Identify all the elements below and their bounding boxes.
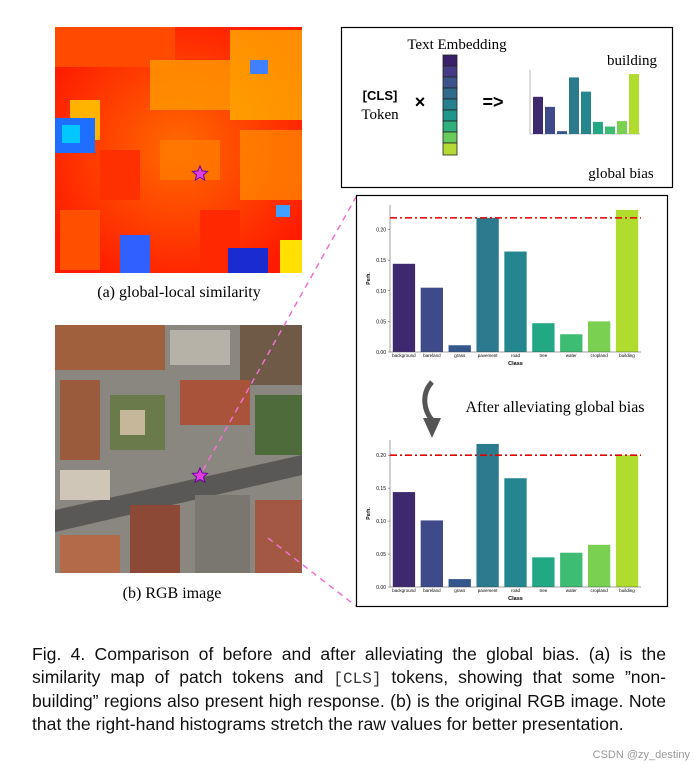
bar bbox=[448, 345, 471, 352]
down-arrow-head bbox=[423, 418, 441, 438]
cls-label: [CLS] bbox=[363, 88, 398, 103]
chart-box bbox=[355, 194, 669, 608]
bar bbox=[532, 323, 555, 352]
mini-bar bbox=[569, 77, 579, 134]
x-tick-label: road bbox=[511, 588, 521, 593]
x-tick-label: pavement bbox=[478, 588, 499, 593]
y-tick-label: 0.15 bbox=[376, 486, 386, 492]
x-tick-label: water bbox=[566, 588, 578, 593]
y-tick-label: 0.10 bbox=[376, 519, 386, 525]
rgb-image bbox=[55, 325, 302, 573]
bar bbox=[392, 492, 416, 587]
bar bbox=[588, 544, 611, 587]
transition-label: After alleviating global bias bbox=[465, 399, 644, 416]
caption-a: (a) global-local similarity bbox=[97, 284, 261, 301]
bar bbox=[560, 552, 583, 587]
x-tick-label: building bbox=[619, 353, 635, 358]
bar bbox=[504, 251, 527, 352]
bar bbox=[615, 209, 639, 352]
caption-code: [CLS] bbox=[333, 669, 382, 688]
bar bbox=[588, 321, 611, 352]
y-tick-label: 0.20 bbox=[376, 453, 386, 459]
bar bbox=[532, 557, 555, 587]
x-tick-label: bareland bbox=[423, 588, 441, 593]
embedding-vector bbox=[442, 54, 458, 156]
bar bbox=[448, 579, 471, 587]
x-tick-label: pavement bbox=[478, 353, 499, 358]
similarity-map bbox=[55, 27, 302, 273]
mini-bar bbox=[557, 131, 567, 134]
y-axis-label: Perh. bbox=[366, 272, 372, 285]
bar bbox=[420, 287, 443, 352]
bar bbox=[476, 217, 499, 352]
x-axis-label: Class bbox=[508, 596, 523, 602]
mini-bar bbox=[617, 121, 627, 134]
mini-bar bbox=[605, 126, 615, 134]
y-tick-label: 0.05 bbox=[376, 319, 386, 325]
bias-box bbox=[340, 26, 674, 189]
y-axis-label: Perh. bbox=[366, 507, 372, 520]
bar bbox=[615, 455, 639, 587]
mini-bar bbox=[533, 96, 543, 134]
x-tick-label: grass bbox=[454, 588, 466, 593]
x-tick-label: grass bbox=[454, 353, 466, 358]
bar bbox=[392, 263, 416, 352]
zoom-line bbox=[202, 196, 357, 471]
zoom-line bbox=[267, 537, 357, 607]
bar bbox=[420, 520, 443, 587]
bar bbox=[560, 334, 583, 352]
token-label: Token bbox=[361, 107, 399, 123]
x-tick-label: tree bbox=[540, 353, 548, 358]
x-tick-label: bareland bbox=[423, 353, 441, 358]
star bbox=[191, 164, 209, 182]
x-tick-label: building bbox=[619, 588, 635, 593]
times: × bbox=[415, 92, 426, 112]
y-tick-label: 0.00 bbox=[376, 585, 386, 591]
x-tick-label: cropland bbox=[591, 353, 609, 358]
building-label: building bbox=[607, 53, 658, 69]
x-axis-label: Class bbox=[508, 361, 523, 367]
mini-bar bbox=[545, 106, 555, 134]
y-tick-label: 0.00 bbox=[376, 350, 386, 356]
mini-bar bbox=[593, 121, 603, 134]
y-tick-label: 0.15 bbox=[376, 258, 386, 264]
star bbox=[191, 466, 209, 484]
global-bias-label: global bias bbox=[588, 166, 654, 182]
down-arrow bbox=[422, 380, 434, 422]
x-tick-label: road bbox=[511, 353, 521, 358]
x-tick-label: tree bbox=[540, 588, 548, 593]
bar bbox=[476, 443, 499, 587]
y-tick-label: 0.10 bbox=[376, 289, 386, 295]
embedding-label: Text Embedding bbox=[407, 37, 507, 53]
x-tick-label: cropland bbox=[591, 588, 609, 593]
x-tick-label: background bbox=[392, 588, 416, 593]
y-tick-label: 0.05 bbox=[376, 552, 386, 558]
caption-b: (b) RGB image bbox=[123, 585, 222, 602]
arrow: => bbox=[482, 92, 503, 112]
watermark: CSDN @zy_destiny bbox=[592, 749, 690, 761]
x-tick-label: background bbox=[392, 353, 416, 358]
mini-bar bbox=[629, 74, 639, 134]
bar bbox=[504, 478, 527, 587]
figure: (a) global-local similarity (b) RGB imag… bbox=[55, 26, 674, 608]
caption-text: Fig. 4. Comparison of before and after a… bbox=[32, 644, 666, 687]
figure-caption: Fig. 4. Comparison of before and after a… bbox=[32, 643, 666, 735]
x-tick-label: water bbox=[566, 353, 578, 358]
caption-text: tokens, showing that some ”non-building”… bbox=[32, 666, 667, 734]
y-tick-label: 0.20 bbox=[376, 228, 386, 234]
mini-bar bbox=[581, 91, 591, 134]
